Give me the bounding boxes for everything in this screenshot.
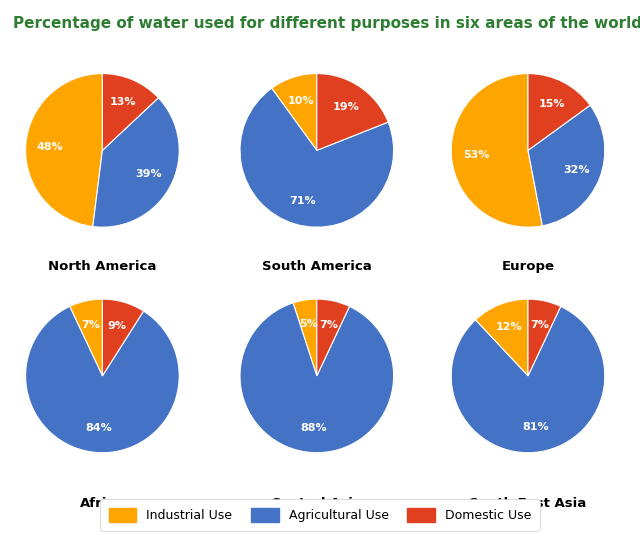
Text: 48%: 48% xyxy=(37,142,63,152)
Wedge shape xyxy=(528,74,590,150)
Text: Europe: Europe xyxy=(502,260,554,273)
Text: 5%: 5% xyxy=(300,320,318,329)
Text: Percentage of water used for different purposes in six areas of the world.: Percentage of water used for different p… xyxy=(13,16,640,31)
Wedge shape xyxy=(102,74,158,150)
Wedge shape xyxy=(26,74,102,227)
Text: North America: North America xyxy=(48,260,157,273)
Text: 53%: 53% xyxy=(463,150,489,160)
Wedge shape xyxy=(528,105,605,226)
Wedge shape xyxy=(93,98,179,227)
Text: South America: South America xyxy=(262,260,372,273)
Wedge shape xyxy=(451,307,605,453)
Text: 88%: 88% xyxy=(300,423,327,433)
Text: 7%: 7% xyxy=(530,320,549,330)
Wedge shape xyxy=(70,299,102,376)
Text: Africa: Africa xyxy=(80,497,125,510)
Text: 81%: 81% xyxy=(523,423,550,432)
Wedge shape xyxy=(293,299,317,376)
Text: 19%: 19% xyxy=(333,102,360,112)
Text: 84%: 84% xyxy=(86,423,113,433)
Text: Central Asia: Central Asia xyxy=(271,497,362,510)
Text: 13%: 13% xyxy=(110,97,136,107)
Wedge shape xyxy=(476,299,528,376)
Text: 12%: 12% xyxy=(495,322,522,332)
Wedge shape xyxy=(271,74,317,150)
Wedge shape xyxy=(317,74,388,150)
Text: 7%: 7% xyxy=(319,320,338,330)
Text: 71%: 71% xyxy=(289,195,316,206)
Legend: Industrial Use, Agricultural Use, Domestic Use: Industrial Use, Agricultural Use, Domest… xyxy=(100,499,540,531)
Wedge shape xyxy=(317,299,349,376)
Wedge shape xyxy=(240,88,394,227)
Wedge shape xyxy=(528,299,561,376)
Text: South East Asia: South East Asia xyxy=(469,497,587,510)
Text: 10%: 10% xyxy=(287,96,314,106)
Text: 7%: 7% xyxy=(81,320,100,330)
Wedge shape xyxy=(26,307,179,453)
Text: 32%: 32% xyxy=(563,164,590,175)
Text: 39%: 39% xyxy=(136,169,163,179)
Text: 9%: 9% xyxy=(108,321,127,331)
Wedge shape xyxy=(102,299,143,376)
Wedge shape xyxy=(240,303,394,453)
Wedge shape xyxy=(451,74,542,227)
Text: 15%: 15% xyxy=(538,99,565,109)
